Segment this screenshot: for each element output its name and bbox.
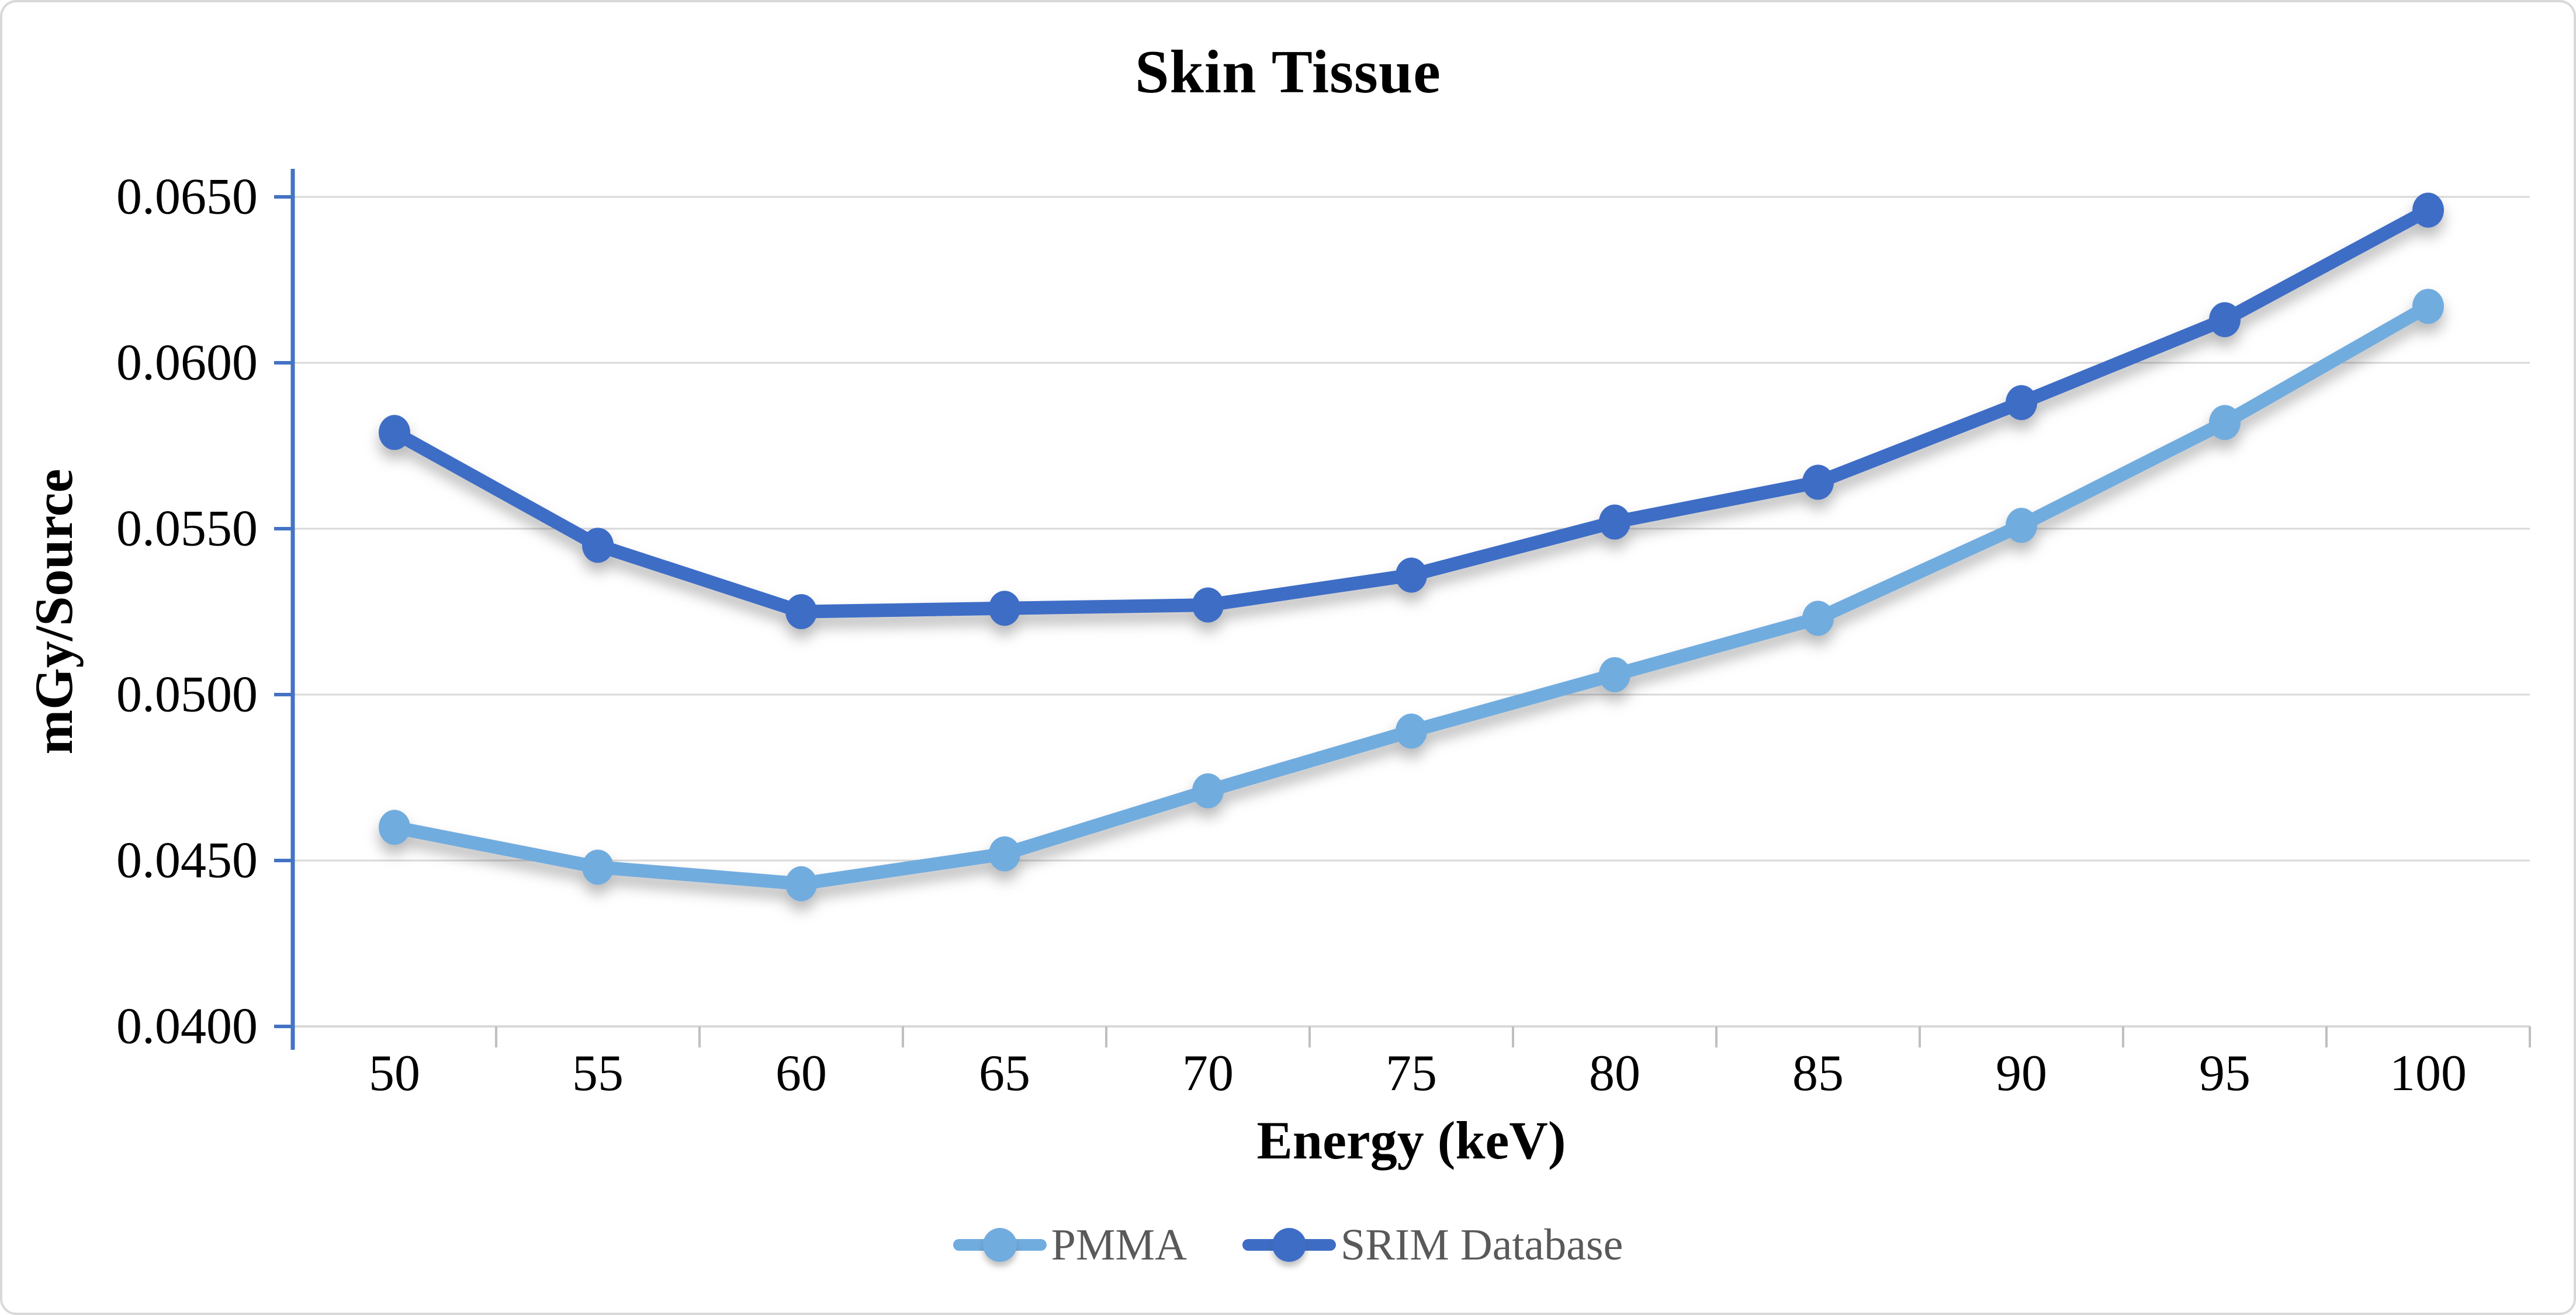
x-tick-label: 95 (2199, 1045, 2250, 1102)
series-marker-srim-database-70 (1192, 587, 1224, 623)
x-axis (292, 1025, 2531, 1047)
legend-item-srim-database: SRIM Database (1242, 1223, 1623, 1267)
x-tick-label: 55 (572, 1045, 624, 1102)
y-axis (274, 169, 295, 1050)
y-tick-label: 0.0600 (116, 335, 258, 391)
x-tick-label: 65 (979, 1045, 1030, 1102)
series-marker-srim-database-60 (785, 594, 817, 629)
series-marker-srim-database-85 (1802, 464, 1834, 500)
gridlines (293, 196, 2530, 1028)
x-tick-label: 90 (1996, 1045, 2047, 1102)
series-marker-pmma-95 (2209, 405, 2241, 440)
series-marker-pmma-55 (582, 849, 614, 885)
legend-label: SRIM Database (1340, 1220, 1623, 1269)
series-marker-srim-database-50 (379, 415, 410, 450)
series-marker-srim-database-75 (1396, 557, 1427, 593)
legend-label: PMMA (1051, 1220, 1187, 1269)
y-tick-label: 0.0650 (116, 169, 258, 225)
legend-dot-icon (1272, 1228, 1306, 1262)
legend-marker-icon (1242, 1226, 1336, 1264)
series-marker-pmma-60 (785, 866, 817, 901)
legend-item-pmma: PMMA (953, 1223, 1187, 1267)
legend-marker-icon (953, 1226, 1047, 1264)
series-marker-pmma-90 (2006, 508, 2037, 543)
series-marker-srim-database-100 (2412, 192, 2444, 228)
chart-title: Skin Tissue (1135, 37, 1441, 106)
y-tick-label: 0.0450 (116, 832, 258, 889)
series-marker-srim-database-90 (2006, 385, 2037, 421)
series-srim-database (379, 192, 2444, 629)
x-axis-title: Energy (keV) (1256, 1111, 1566, 1170)
y-tick-labels: 0.0650 0.0600 0.0550 0.0500 0.0450 0.0400 (116, 169, 258, 1055)
x-tick-label: 75 (1386, 1045, 1437, 1102)
x-tick-label: 50 (369, 1045, 420, 1102)
x-tick-label: 85 (1792, 1045, 1844, 1102)
series-line-srim-database (387, 203, 2435, 619)
series-marker-pmma-70 (1192, 773, 1224, 809)
y-tick-label: 0.0400 (116, 998, 258, 1055)
series-marker-pmma-85 (1802, 601, 1834, 636)
series-marker-pmma-65 (989, 836, 1020, 872)
y-tick-label: 0.0550 (116, 501, 258, 557)
series-marker-srim-database-95 (2209, 302, 2241, 338)
legend: PMMA SRIM Database (2, 1207, 2574, 1283)
x-tick-label: 100 (2390, 1045, 2467, 1102)
series-marker-pmma-50 (379, 810, 410, 845)
series-marker-srim-database-65 (989, 591, 1020, 626)
series-marker-pmma-100 (2412, 289, 2444, 324)
series-marker-srim-database-55 (582, 528, 614, 563)
x-tick-label: 70 (1182, 1045, 1234, 1102)
series-line-pmma (387, 299, 2435, 891)
legend-dot-icon (982, 1228, 1017, 1262)
series-pmma (379, 289, 2444, 901)
series-marker-pmma-75 (1396, 713, 1427, 749)
series-marker-pmma-80 (1599, 657, 1630, 692)
x-tick-label: 60 (775, 1045, 827, 1102)
x-tick-labels: 50 55 60 65 70 75 80 85 90 95 100 (369, 1045, 2467, 1102)
y-tick-label: 0.0500 (116, 667, 258, 723)
x-tick-label: 80 (1589, 1045, 1640, 1102)
series-marker-srim-database-80 (1599, 504, 1630, 540)
